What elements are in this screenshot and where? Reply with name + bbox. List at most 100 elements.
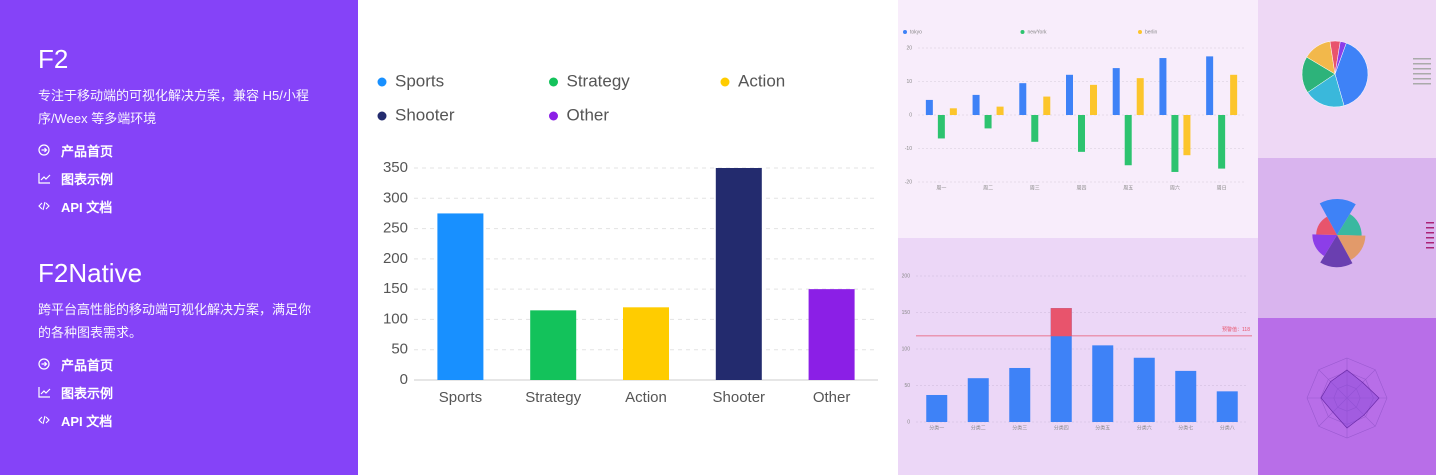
link-text[interactable]: API 文档 xyxy=(61,199,113,215)
bar xyxy=(949,108,957,115)
legend-entry xyxy=(1413,68,1431,70)
x-tick-label: 周六 xyxy=(1170,184,1180,191)
bar xyxy=(1216,391,1238,422)
threshold-label: 预警值：118 xyxy=(1222,326,1250,333)
x-tick-label: 周四 xyxy=(1076,185,1086,191)
legend-label: newYork xyxy=(1028,29,1047,35)
legend-marker xyxy=(377,77,387,87)
x-tick-label: 分类六 xyxy=(1137,424,1152,431)
legend-label: Action xyxy=(738,71,785,90)
bar xyxy=(967,378,989,422)
legend-label: berlin xyxy=(1145,29,1157,35)
sidebar: F2 专注于移动端的可视化解决方案，兼容 H5/小程序/Weex 等多端环境 产品首… xyxy=(0,0,358,475)
y-tick-label: 150 xyxy=(902,310,911,316)
legend-item[interactable]: Other xyxy=(549,105,609,124)
legend-entry xyxy=(1426,232,1434,234)
bar xyxy=(1159,58,1167,115)
y-tick-label: 250 xyxy=(383,220,408,237)
product-block: F2 专注于移动端的可视化解决方案，兼容 H5/小程序/Weex 等多端环境 产品首… xyxy=(38,44,328,220)
link-text[interactable]: API 文档 xyxy=(61,413,113,429)
link-text[interactable]: 产品首页 xyxy=(61,357,114,373)
radar-area xyxy=(1320,369,1380,429)
bar xyxy=(925,99,933,115)
legend-item[interactable]: Sports xyxy=(377,71,445,90)
y-tick-label: -20 xyxy=(905,179,912,185)
legend-item[interactable]: Strategy xyxy=(549,71,630,90)
nav-link[interactable]: API 文档 xyxy=(38,192,328,220)
bar xyxy=(1112,68,1120,115)
legend-entry xyxy=(1413,58,1431,60)
bar xyxy=(1031,115,1039,142)
x-tick-label: 周五 xyxy=(1123,185,1133,191)
bar xyxy=(1133,357,1155,422)
bar xyxy=(1124,115,1132,166)
bar xyxy=(984,115,992,129)
legend-marker xyxy=(377,111,387,121)
bar xyxy=(1078,115,1085,152)
link-text[interactable]: 图表示例 xyxy=(61,171,114,187)
bar xyxy=(1090,84,1097,115)
y-tick-label: 50 xyxy=(904,383,910,389)
y-tick-label: 200 xyxy=(383,250,408,267)
legend-entry xyxy=(1413,73,1431,75)
y-tick-label: 50 xyxy=(391,341,408,358)
x-tick-label: 分类八 xyxy=(1220,424,1235,431)
legend-entry xyxy=(1413,78,1431,80)
nav-link[interactable]: 图表示例 xyxy=(38,164,328,192)
pie-slice xyxy=(1334,42,1369,107)
bar xyxy=(1183,115,1191,156)
link-text[interactable]: 产品首页 xyxy=(61,143,114,159)
x-tick-label: 分类二 xyxy=(971,424,986,431)
nav-link[interactable]: 图表示例 xyxy=(38,378,328,406)
legend-marker xyxy=(549,111,558,121)
bar xyxy=(1206,56,1214,115)
y-tick-label: 10 xyxy=(906,79,912,85)
bar xyxy=(996,106,1004,115)
rose-petal xyxy=(1337,213,1362,236)
legend-marker xyxy=(1020,30,1025,34)
bar xyxy=(530,310,577,380)
bar xyxy=(937,115,945,139)
legend-label: Shooter xyxy=(395,105,455,124)
x-tick-label: Sports xyxy=(439,389,482,406)
x-tick-label: Strategy xyxy=(525,389,581,406)
bar xyxy=(1230,74,1238,115)
product-description: 跨平台高性能的移动端可视化解决方案，满足你的各种图表需求。 xyxy=(38,302,312,340)
legend-item[interactable]: Shooter xyxy=(377,105,455,124)
x-tick-label: Other xyxy=(813,389,851,406)
bar xyxy=(1019,83,1027,115)
y-tick-label: 0 xyxy=(400,371,408,388)
legend-marker xyxy=(1138,30,1142,34)
link-icon xyxy=(38,358,50,370)
y-tick-label: 350 xyxy=(383,159,408,176)
thumb-panel[interactable] xyxy=(898,238,1258,475)
y-tick-label: 20 xyxy=(906,45,912,51)
legend-label: Other xyxy=(567,105,610,124)
y-tick-label: 150 xyxy=(383,280,408,297)
link-icon xyxy=(38,173,51,184)
y-tick-label: 0 xyxy=(907,419,910,425)
link-icon xyxy=(38,415,50,425)
legend-marker xyxy=(549,77,558,87)
rose-petal xyxy=(1316,216,1337,235)
rose-petal xyxy=(1337,235,1366,260)
bar xyxy=(1050,308,1072,422)
link-text[interactable]: 图表示例 xyxy=(61,385,114,401)
x-tick-label: Shooter xyxy=(713,389,766,406)
legend-label: Sports xyxy=(395,71,444,90)
x-tick-label: Action xyxy=(625,389,667,406)
legend-item[interactable]: Action xyxy=(720,71,786,90)
bar xyxy=(1136,78,1144,115)
product-title: F2Native xyxy=(38,258,143,288)
nav-link[interactable]: 产品首页 xyxy=(38,136,328,164)
product-block: F2Native 跨平台高性能的移动端可视化解决方案，满足你的各种图表需求。产品首… xyxy=(38,258,328,434)
bar xyxy=(926,394,948,422)
nav-link[interactable]: API 文档 xyxy=(38,406,328,434)
nav-link[interactable]: 产品首页 xyxy=(38,350,328,378)
x-tick-label: 分类三 xyxy=(1012,424,1027,431)
pie-slice xyxy=(1307,73,1345,108)
y-tick-label: 300 xyxy=(383,189,408,206)
bar xyxy=(1066,74,1073,115)
